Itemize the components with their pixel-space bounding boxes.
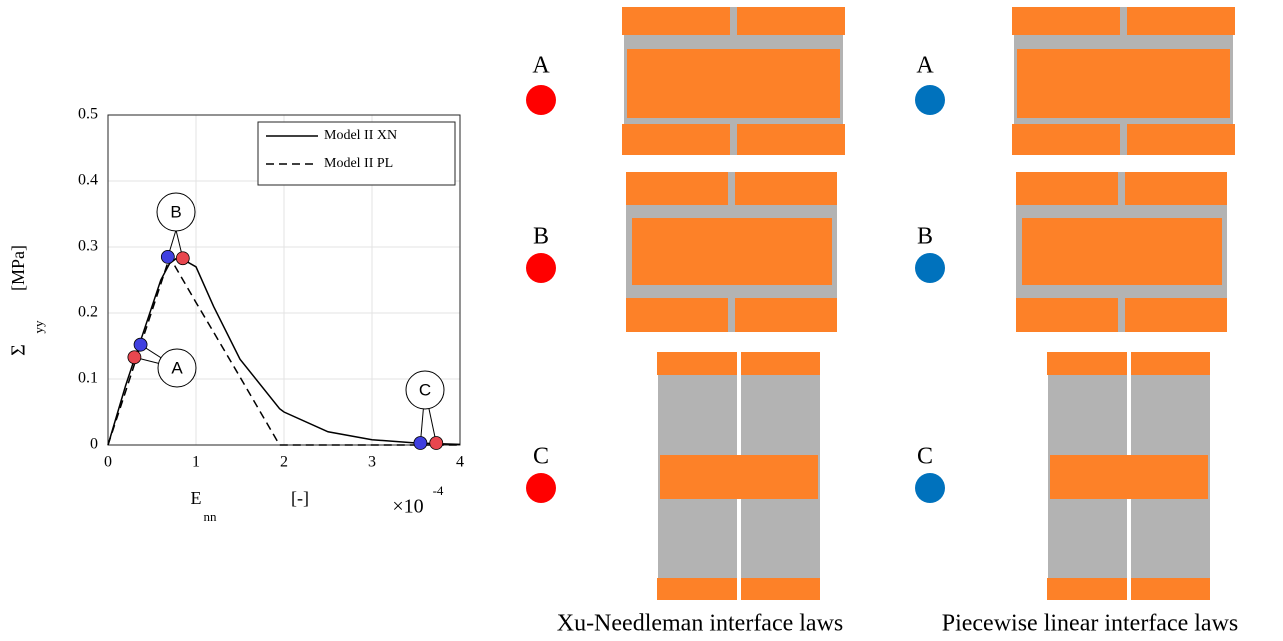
x-tick-label: 4: [456, 454, 464, 471]
brick: [1047, 578, 1127, 600]
brick: [1022, 218, 1222, 285]
row-label: A: [532, 53, 550, 79]
brick: [1050, 455, 1208, 499]
x-tick-label: 2: [280, 454, 288, 471]
brick: [1016, 298, 1118, 332]
brick: [741, 578, 820, 600]
brick: [622, 7, 730, 35]
brick: [1012, 124, 1120, 155]
brick: [741, 352, 820, 375]
x-label-sub: nn: [204, 509, 218, 524]
brick: [1127, 124, 1235, 155]
brick: [1016, 172, 1118, 205]
y-tick-label: 0.5: [78, 106, 98, 123]
x-unit: [-]: [291, 488, 309, 508]
panel-caption: Piecewise linear interface laws: [942, 611, 1239, 637]
callout-label: C: [419, 380, 431, 399]
y-label: Σ: [8, 344, 30, 356]
x-label: E: [191, 488, 202, 508]
brick: [657, 352, 737, 375]
legend-label: Model II XN: [324, 128, 397, 143]
state-dot: [526, 253, 556, 283]
row-label: A: [916, 53, 934, 79]
point: [176, 252, 189, 265]
brick: [627, 49, 840, 118]
state-dot: [915, 473, 945, 503]
state-dot: [526, 85, 556, 115]
point: [414, 437, 427, 450]
brick: [1131, 352, 1210, 375]
brick: [1125, 172, 1227, 205]
x-exponent: -4: [433, 483, 444, 498]
callout-label: A: [171, 358, 183, 377]
point: [161, 250, 174, 263]
brick: [632, 218, 832, 285]
brick: [626, 298, 728, 332]
x-tick-label: 3: [368, 454, 376, 471]
row-label: B: [917, 224, 933, 250]
y-tick-label: 0.1: [78, 370, 98, 387]
x-tick-label: 1: [192, 454, 200, 471]
brick: [657, 578, 737, 600]
row-label: C: [917, 444, 933, 470]
row-label: B: [533, 224, 549, 250]
x-tick-label: 0: [104, 454, 112, 471]
figure: E nn [-] ×10 -4 Σ yy [MPa] 0 1 2 3 4 0 0.1 0.2 0…: [0, 0, 1283, 641]
y-tick-label: 0.4: [78, 172, 98, 189]
brick: [622, 124, 730, 155]
brick: [1017, 49, 1230, 118]
state-dot: [915, 85, 945, 115]
point: [430, 437, 443, 450]
y-tick-label: 0.3: [78, 238, 98, 255]
y-unit: [MPa]: [8, 245, 28, 291]
state-dot: [915, 253, 945, 283]
brick: [1127, 7, 1235, 35]
y-tick-label: 0.2: [78, 304, 98, 321]
row-label: C: [533, 444, 549, 470]
brick: [737, 124, 845, 155]
callout-label: B: [170, 202, 181, 221]
legend-label: Model II PL: [324, 156, 393, 171]
x-multiplier: ×10: [392, 496, 423, 518]
brick: [1131, 578, 1210, 600]
brick: [626, 172, 728, 205]
state-dot: [526, 473, 556, 503]
brick: [737, 7, 845, 35]
brick: [735, 172, 837, 205]
brick: [660, 455, 818, 499]
brick: [1047, 352, 1127, 375]
point: [134, 338, 147, 351]
brick: [1125, 298, 1227, 332]
y-tick-label: 0: [90, 436, 98, 453]
panel-caption: Xu-Needleman interface laws: [557, 611, 844, 637]
point: [128, 351, 141, 364]
brick: [735, 298, 837, 332]
y-label-sub: yy: [31, 320, 46, 334]
brick: [1012, 7, 1120, 35]
